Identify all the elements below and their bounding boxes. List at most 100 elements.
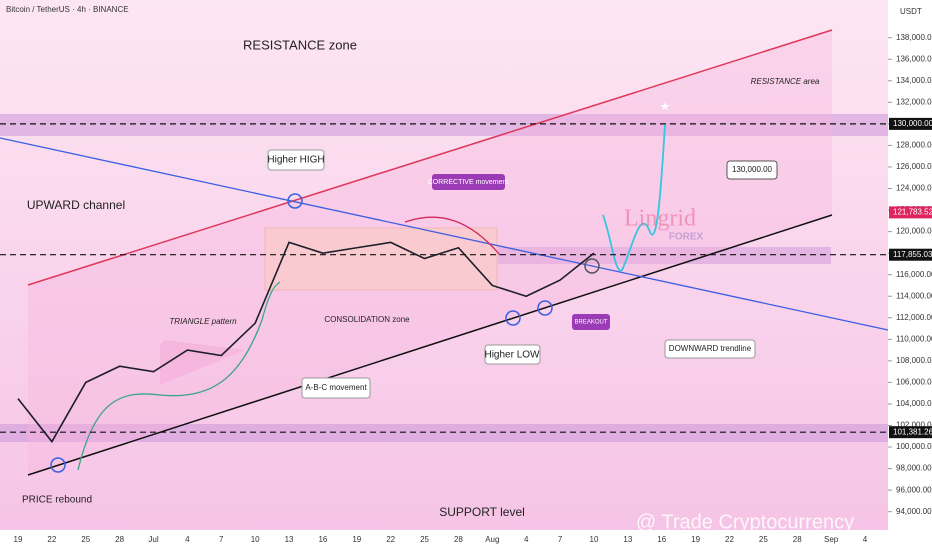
- resistance-band: [0, 114, 888, 136]
- watermark: @ Trade Cryptocurrency: [636, 511, 854, 533]
- y-axis-panel: [888, 0, 932, 550]
- y-tick-label: 124,000.00: [896, 184, 932, 193]
- x-tick-label: 4: [524, 535, 529, 544]
- x-tick-label: 4: [863, 535, 868, 544]
- annotation: UPWARD channel: [27, 198, 125, 212]
- y-tick-label: 134,000.00: [896, 76, 932, 85]
- marker-circle: [287, 193, 303, 209]
- abc-curve: [77, 281, 281, 471]
- annotation: 130,000.00: [732, 165, 773, 174]
- brand-logo: Lingrid: [624, 206, 696, 232]
- chart-title: Bitcoin / TetherUS · 4h · BINANCE: [6, 5, 129, 14]
- label-box: [267, 149, 325, 171]
- annotation: SUPPORT level: [439, 505, 525, 519]
- annotation: TRIANGLE pattern: [169, 317, 237, 326]
- annotation: BREAKOUT: [574, 320, 607, 326]
- x-tick-label: 19: [14, 535, 23, 544]
- x-tick-label: 19: [691, 535, 700, 544]
- upward-channel-top: [27, 29, 833, 286]
- annotation: Higher LOW: [484, 350, 540, 361]
- channel-fill: [28, 30, 832, 475]
- y-tick-label: 128,000.00: [896, 141, 932, 150]
- marker-circle: [50, 457, 66, 473]
- x-tick-label: 28: [115, 535, 124, 544]
- y-tick-label: 102,000.00: [896, 421, 932, 430]
- price-level-box: [889, 206, 932, 219]
- y-tick-label: 94,000.00: [896, 507, 932, 516]
- annotation: DOWNWARD trendline: [669, 344, 752, 353]
- y-tick-label: 108,000.00: [896, 356, 932, 365]
- breakout-band: [498, 247, 831, 264]
- label-box: [572, 314, 610, 330]
- x-tick-label: 10: [590, 535, 599, 544]
- x-tick-label: 19: [352, 535, 361, 544]
- x-tick-label: 22: [47, 535, 56, 544]
- x-tick-label: 4: [185, 535, 190, 544]
- y-tick-label: 116,000.00: [896, 270, 932, 279]
- x-tick-label: 7: [219, 535, 224, 544]
- marker-circle: [505, 310, 521, 326]
- x-tick-label: 28: [793, 535, 802, 544]
- price-level-label: 101,381.26: [893, 427, 932, 436]
- x-tick-label: 16: [657, 535, 666, 544]
- x-tick-label: 25: [420, 535, 429, 544]
- label-box: [726, 160, 778, 180]
- triangle-pattern: [160, 340, 245, 385]
- x-tick-label: 22: [725, 535, 734, 544]
- star-icon: [660, 102, 670, 110]
- x-tick-label: 13: [285, 535, 294, 544]
- x-tick-label: 28: [454, 535, 463, 544]
- annotation: CONSOLIDATION zone: [324, 315, 410, 324]
- y-tick-label: 104,000.00: [896, 399, 932, 408]
- x-tick-label: 25: [81, 535, 90, 544]
- y-tick-label: 112,000.00: [896, 313, 932, 322]
- x-tick-label: 13: [623, 535, 632, 544]
- x-tick-label: 7: [558, 535, 563, 544]
- y-tick-label: 96,000.00: [896, 485, 932, 494]
- label-box: [664, 339, 756, 359]
- marker-circle: [537, 300, 553, 316]
- marker-circle: [584, 258, 600, 274]
- consolidation-box: [264, 227, 498, 291]
- price-level-label: 121,783.52: [893, 208, 932, 217]
- annotation: CORRECTIVE movement: [428, 179, 509, 186]
- label-box: [484, 344, 541, 365]
- x-tick-label: Jul: [148, 535, 158, 544]
- label-box: [432, 174, 505, 190]
- x-tick-label: 22: [386, 535, 395, 544]
- label-box: [301, 377, 371, 399]
- x-tick-label: 16: [318, 535, 327, 544]
- brand-logo: FOREX: [669, 232, 704, 243]
- corrective-arrow: [404, 216, 501, 256]
- y-tick-label: 98,000.00: [896, 464, 932, 473]
- price-level-label: 117,855.03: [893, 250, 932, 259]
- x-tick-label: 10: [251, 535, 260, 544]
- y-tick-label: 132,000.00: [896, 97, 932, 106]
- support-band: [0, 424, 888, 442]
- projection-path: [602, 124, 666, 272]
- annotation: RESISTANCE area: [751, 77, 820, 86]
- x-axis-panel: [0, 530, 888, 550]
- x-tick-label: Sep: [824, 535, 839, 544]
- y-tick-label: 114,000.00: [896, 291, 932, 300]
- price-level-label: 130,000.00: [893, 119, 932, 128]
- annotation: PRICE rebound: [22, 495, 92, 506]
- y-tick-label: 120,000.00: [896, 227, 932, 236]
- downward-trendline: [0, 137, 889, 331]
- annotation: Higher HIGH: [267, 155, 324, 166]
- y-axis-label: USDT: [900, 7, 922, 16]
- y-tick-label: 136,000.00: [896, 54, 932, 63]
- price-level-box: [889, 426, 932, 439]
- x-tick-label: Aug: [485, 535, 499, 544]
- price-level-box: [889, 117, 932, 130]
- y-tick-label: 100,000.00: [896, 442, 932, 451]
- x-tick-label: 25: [759, 535, 768, 544]
- annotation: A-B-C movement: [305, 383, 367, 392]
- y-tick-label: 138,000.00: [896, 33, 932, 42]
- annotation: RESISTANCE zone: [243, 37, 357, 52]
- price-line: [17, 241, 595, 444]
- price-level-box: [889, 248, 932, 261]
- y-tick-label: 110,000.00: [896, 334, 932, 343]
